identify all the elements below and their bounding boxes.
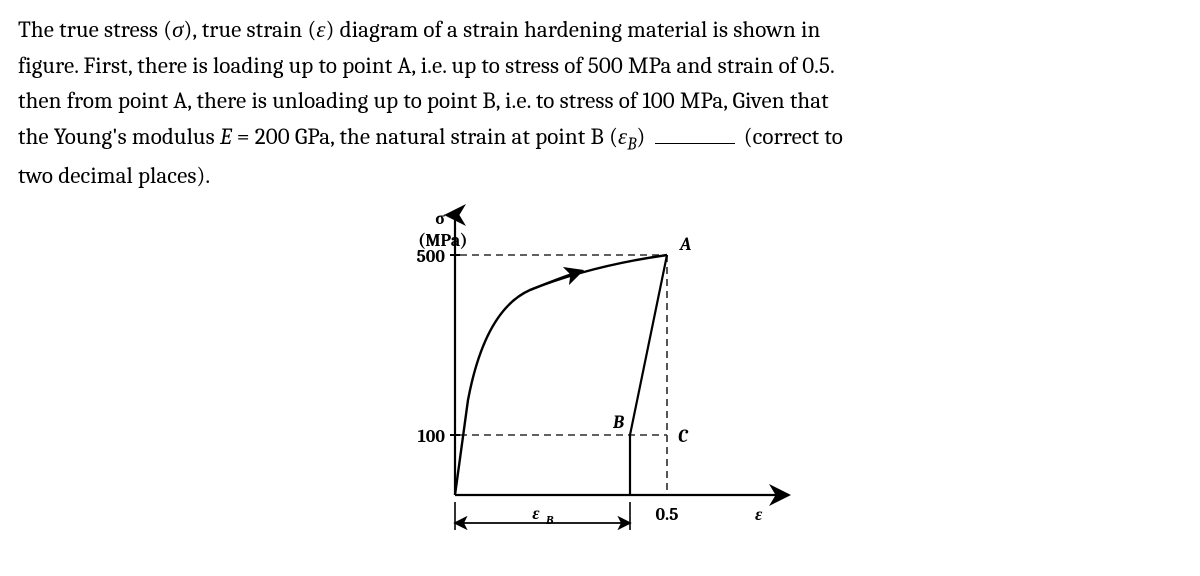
q-line5: two decimal places). bbox=[18, 162, 210, 189]
point-C-label: C bbox=[678, 426, 689, 447]
answer-blank[interactable] bbox=[655, 122, 735, 144]
dim-epsB-e: ε bbox=[532, 503, 540, 524]
unload-A-B bbox=[630, 255, 667, 435]
sym-eps: ε bbox=[316, 16, 325, 43]
question-text: The true stress (σ), true strain (ε) dia… bbox=[18, 12, 1182, 194]
y-axis-label-sigma: σ bbox=[435, 208, 445, 229]
q-line4-d: (correct to bbox=[739, 123, 843, 150]
sym-epsB-e: ε bbox=[618, 123, 627, 150]
q-line4-b: = 200 GPa, the natural strain at point B… bbox=[232, 123, 618, 150]
loading-curve-arrow bbox=[530, 273, 575, 290]
sym-epsB-B: B bbox=[627, 135, 636, 155]
q-line1-a: The true stress ( bbox=[18, 16, 172, 43]
q-line4-a: the Young's modulus bbox=[18, 123, 220, 150]
point-B-label: B bbox=[612, 412, 624, 433]
y-tick-500: 500 bbox=[416, 246, 445, 267]
q-line4-c: ) bbox=[637, 123, 651, 150]
dim-epsB-B: B bbox=[545, 513, 554, 527]
y-tick-100: 100 bbox=[418, 426, 446, 447]
q-line3: then from point A, there is unloading up… bbox=[18, 87, 829, 114]
q-line1-c: ) diagram of a strain hardening material… bbox=[326, 16, 821, 43]
x-axis-label-eps: ε bbox=[755, 504, 763, 525]
sym-sigma: σ bbox=[172, 16, 183, 43]
q-line1-b: ), true strain ( bbox=[184, 16, 317, 43]
stress-strain-diagram: σ (MPa) 500 100 A B C bbox=[360, 200, 840, 540]
sym-E: E bbox=[220, 123, 232, 150]
point-A-label: A bbox=[679, 234, 691, 255]
loading-curve bbox=[455, 255, 667, 495]
q-line2: figure. First, there is loading up to po… bbox=[18, 52, 835, 79]
x-tick-05: 0.5 bbox=[655, 504, 678, 525]
